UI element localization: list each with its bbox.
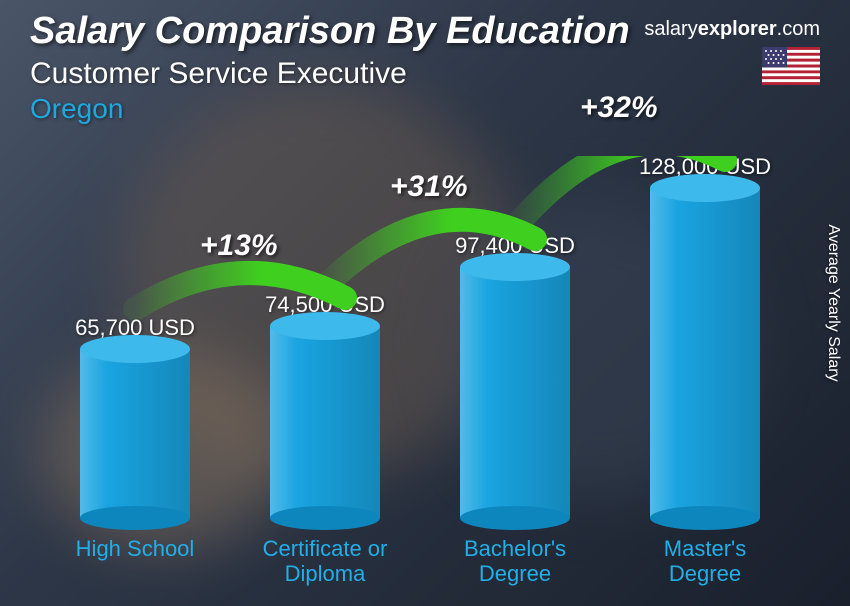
bar (270, 326, 380, 518)
bar-x-label: Bachelor'sDegree (464, 536, 566, 586)
brand-text: salaryexplorer.com (644, 18, 820, 41)
bar-x-label: Certificate orDiploma (263, 536, 388, 586)
bar-column: 65,700 USDHigh School (40, 315, 230, 586)
bar-column: 128,000 USDMaster'sDegree (610, 154, 800, 586)
bar-column: 74,500 USDCertificate orDiploma (230, 292, 420, 586)
brand-block: salaryexplorer.com (644, 18, 820, 85)
bar-x-label: Master'sDegree (664, 536, 746, 586)
brand-highlight: explorer (698, 18, 777, 40)
bar (460, 267, 570, 518)
y-axis-label: Average Yearly Salary (824, 224, 842, 381)
bar (80, 349, 190, 518)
bar-x-label: High School (76, 536, 195, 586)
region-label: Oregon (30, 93, 820, 125)
bar (650, 188, 760, 518)
flag-icon (762, 47, 820, 85)
bar-column: 97,400 USDBachelor'sDegree (420, 233, 610, 586)
bar-chart: 65,700 USDHigh School74,500 USDCertifica… (40, 156, 800, 586)
brand-suffix: .com (777, 18, 820, 40)
brand-prefix: salary (644, 18, 697, 40)
